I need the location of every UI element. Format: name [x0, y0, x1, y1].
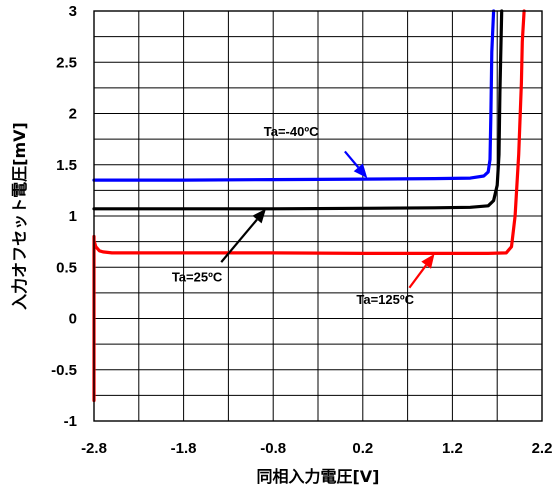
series-line	[92, 9, 496, 182]
y-tick-label: 0.5	[56, 259, 77, 276]
y-tick-label: 1	[69, 208, 77, 225]
annotation-arrow-head	[252, 208, 266, 224]
x-tick-label: 1.2	[442, 440, 463, 457]
x-tick-label: -2.8	[81, 440, 107, 457]
annotations: Ta=-40ºC Ta=25ºC Ta=125ºC	[172, 124, 435, 307]
y-axis-title: 入力オフセット電圧[mV]	[10, 122, 29, 310]
series-line	[92, 9, 504, 211]
annotation-arrow-shaft	[344, 150, 360, 169]
annotation-arrow-shaft	[408, 264, 428, 289]
x-tick-label: -0.8	[260, 440, 286, 457]
y-tick-labels: 3 2.5 2 1.5 1 0.5 0 -0.5 -1	[51, 3, 77, 430]
annotation-arrow-head	[353, 163, 368, 179]
y-tick-label: 2.5	[56, 54, 77, 71]
x-tick-label: 2.2	[532, 440, 553, 457]
y-tick-label: 0	[69, 311, 77, 328]
y-tick-label: 1.5	[56, 157, 77, 174]
annotation-arrow-shaft	[220, 218, 258, 263]
y-tick-label: -0.5	[51, 362, 77, 379]
annotation-arrow-head	[421, 253, 435, 269]
grid	[94, 11, 542, 421]
y-tick-label: 2	[69, 106, 77, 123]
annotation-label: Ta=-40ºC	[264, 124, 319, 139]
x-axis-title: 同相入力電圧[V]	[256, 467, 379, 486]
series-line	[92, 9, 526, 403]
annotation-label: Ta=125ºC	[356, 292, 414, 307]
annotation-label: Ta=25ºC	[172, 270, 223, 285]
y-tick-label: -1	[64, 413, 77, 430]
plot-frame	[93, 10, 543, 422]
x-tick-labels: -2.8 -1.8 -0.8 0.2 1.2 2.2	[81, 440, 552, 457]
series-lines	[92, 9, 526, 403]
x-tick-label: 0.2	[352, 440, 373, 457]
y-tick-label: 3	[69, 3, 77, 20]
x-tick-label: -1.8	[171, 440, 197, 457]
